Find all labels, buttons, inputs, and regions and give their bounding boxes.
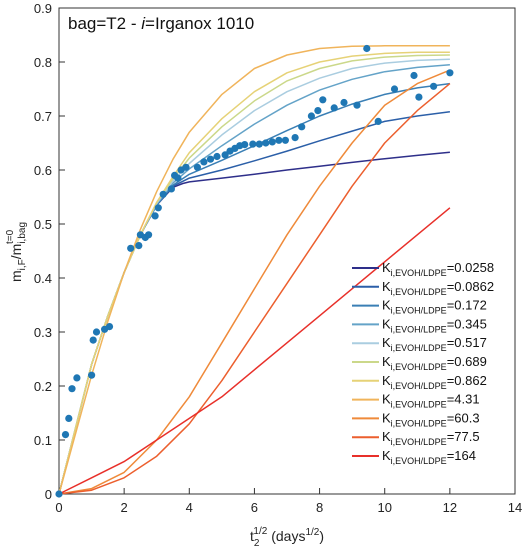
data-point: [415, 93, 423, 101]
data-point: [65, 414, 73, 422]
data-point: [275, 136, 283, 144]
x-tick-label: 8: [316, 500, 323, 515]
y-tick-label: 0.7: [34, 109, 52, 124]
data-point: [374, 117, 382, 125]
legend-entry: Ki,EVOH/LDPE=60.3: [382, 410, 480, 428]
data-point: [174, 174, 182, 182]
x-tick-label: 0: [55, 500, 62, 515]
legend-entry: Ki,EVOH/LDPE=0.0258: [382, 260, 494, 278]
data-point: [200, 158, 208, 166]
legend-entry: Ki,EVOH/LDPE=4.31: [382, 392, 480, 410]
data-point: [307, 112, 315, 120]
y-axis-ticks: 0 0.1 0.2 0.3 0.4 0.5 0.6 0.7 0.8 0.9: [34, 1, 65, 502]
series-line-8: [58, 69, 451, 495]
y-tick-label: 0.5: [34, 217, 52, 232]
data-point: [68, 385, 76, 393]
data-point: [330, 104, 338, 112]
data-point: [182, 163, 190, 171]
data-point: [262, 139, 270, 147]
x-tick-label: 14: [508, 500, 522, 515]
data-point: [61, 431, 70, 439]
data-point: [319, 96, 327, 104]
data-point: [446, 69, 454, 77]
data-point: [353, 101, 361, 109]
x-tick-label: 12: [443, 500, 457, 515]
chart-title: bag=T2 - i=Irganox 1010: [68, 14, 254, 33]
data-point: [241, 141, 249, 149]
y-tick-label: 0.8: [34, 55, 52, 70]
series-line-9: [58, 83, 451, 495]
x-tick-label: 6: [251, 500, 258, 515]
data-point: [127, 244, 135, 252]
data-point: [213, 152, 221, 161]
data-point: [281, 136, 289, 144]
y-tick-label: 0.6: [34, 163, 52, 178]
data-point: [430, 82, 438, 90]
data-point: [298, 123, 306, 131]
data-point: [206, 155, 215, 163]
legend-entry: Ki,EVOH/LDPE=0.172: [382, 298, 487, 316]
legend-entry: Ki,EVOH/LDPE=0.689: [382, 354, 487, 372]
data-point: [145, 231, 153, 239]
data-point: [363, 44, 371, 53]
data-point: [135, 242, 143, 250]
series-line-7: [58, 45, 450, 495]
data-point: [193, 163, 201, 171]
experimental-points: [55, 44, 454, 498]
data-point: [55, 490, 63, 498]
data-point: [268, 138, 276, 146]
y-tick-label: 0.9: [34, 1, 52, 16]
data-point: [167, 185, 175, 193]
y-tick-label: 0.1: [34, 433, 52, 448]
y-axis-title: mi,F/mi,bagt=0: [5, 222, 28, 282]
data-point: [89, 336, 97, 344]
data-point: [291, 134, 299, 142]
data-point: [159, 190, 167, 198]
data-point: [255, 140, 263, 148]
data-point: [73, 374, 81, 382]
data-point: [221, 151, 229, 159]
data-point: [340, 98, 348, 107]
legend-entry: Ki,EVOH/LDPE=0.862: [382, 373, 487, 391]
legend-entry: Ki,EVOH/LDPE=0.517: [382, 335, 487, 353]
legend: Ki,EVOH/LDPE=0.0258Ki,EVOH/LDPE=0.0862Ki…: [352, 260, 494, 466]
data-point: [249, 140, 257, 148]
legend-entry: Ki,EVOH/LDPE=164: [382, 448, 476, 466]
legend-entry: Ki,EVOH/LDPE=0.345: [382, 316, 487, 334]
data-point: [390, 85, 399, 93]
legend-entry: Ki,EVOH/LDPE=77.5: [382, 429, 480, 447]
data-point: [154, 204, 162, 212]
y-tick-label: 0.3: [34, 325, 52, 340]
data-point: [88, 371, 96, 379]
x-tick-label: 4: [186, 500, 193, 515]
x-axis-ticks: 0 2 4 6 8 10 12 14: [55, 488, 522, 515]
data-point: [92, 328, 101, 336]
series-line-3: [58, 63, 450, 495]
legend-entry: Ki,EVOH/LDPE=0.0862: [382, 279, 494, 297]
x-axis-title: t21/2 (days1/2): [250, 526, 324, 549]
y-tick-label: 0.2: [34, 379, 52, 394]
x-tick-label: 10: [377, 500, 391, 515]
plot-frame: [58, 7, 516, 495]
data-point: [151, 212, 159, 220]
data-point: [314, 107, 322, 115]
data-point: [105, 323, 114, 331]
y-tick-label: 0: [45, 487, 52, 502]
series-line-10: [58, 207, 451, 495]
x-tick-label: 2: [121, 500, 128, 515]
y-tick-label: 0.4: [34, 271, 52, 286]
data-point: [410, 71, 418, 80]
